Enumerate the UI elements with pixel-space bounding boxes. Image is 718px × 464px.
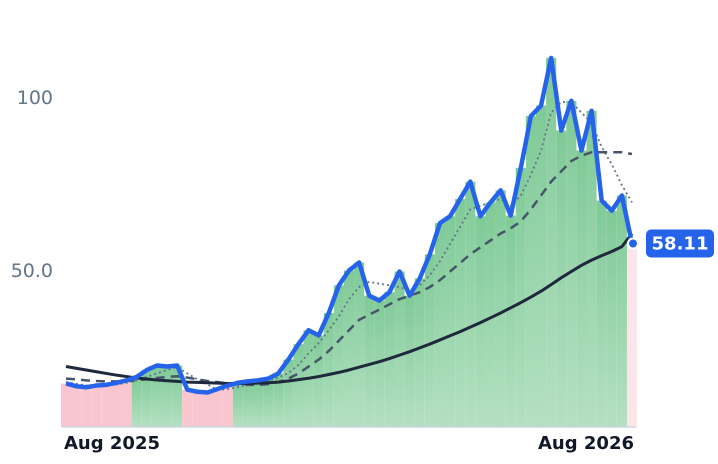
y-tick-label: 100: [17, 87, 53, 109]
regime-bar: [212, 388, 223, 427]
regime-bar: [394, 271, 405, 427]
regime-bar: [121, 380, 132, 427]
x-tick-label: Aug 2025: [64, 433, 160, 454]
regime-bar: [343, 270, 355, 427]
series-line: [65, 232, 634, 385]
regime-bar: [222, 385, 233, 427]
regime-bar: [91, 385, 102, 427]
series-line: [65, 151, 633, 387]
regime-bar: [525, 116, 536, 428]
regime-bar: [576, 150, 587, 428]
value-label: 58.11: [652, 233, 709, 254]
regime-bar: [374, 300, 385, 427]
x-tick-label: Aug 2026: [538, 433, 634, 454]
series-line: [65, 101, 633, 391]
regime-bar: [172, 365, 183, 427]
regime-bar: [313, 335, 324, 427]
regime-bar: [546, 57, 557, 427]
value-badge: [646, 229, 714, 258]
regime-bar: [354, 262, 365, 427]
regime-bar: [141, 369, 152, 427]
regime-bar: [485, 202, 496, 427]
regime-bar: [60, 383, 72, 427]
regime-bar: [162, 366, 173, 427]
regime-bar: [414, 278, 425, 427]
last-point: [627, 237, 639, 250]
regime-bar: [273, 373, 284, 427]
regime-bar: [515, 167, 526, 428]
regime-bar: [111, 382, 122, 427]
regime-bar: [606, 210, 617, 427]
regime-bar: [283, 359, 294, 427]
regime-bar: [404, 295, 415, 427]
regime-bar: [192, 391, 203, 427]
regime-bar: [101, 384, 112, 427]
series-line: [65, 55, 635, 395]
y-tick-label: 50.0: [11, 260, 53, 282]
regime-bar: [182, 389, 193, 427]
regime-bar: [596, 200, 607, 427]
regime-bar: [626, 243, 638, 427]
regime-bar: [71, 386, 82, 427]
regime-bar: [81, 387, 92, 427]
regime-bar: [455, 198, 466, 427]
regime-bar: [151, 365, 163, 427]
regime-bar: [202, 392, 213, 427]
regime-bar: [445, 216, 456, 427]
regime-bar: [616, 195, 627, 427]
regime-bar: [323, 312, 334, 427]
regime-bar: [263, 378, 274, 427]
regime-bar: [505, 215, 516, 427]
regime-bar: [252, 380, 264, 427]
regime-bar: [424, 254, 435, 427]
regime-bar: [293, 344, 304, 427]
regime-bar: [131, 376, 142, 427]
regime-bar: [495, 190, 506, 427]
regime-bar: [242, 381, 253, 427]
regime-bar: [586, 110, 597, 427]
regime-bar: [434, 223, 446, 427]
regime-bar: [566, 100, 577, 428]
regime-bar: [232, 382, 243, 427]
regime-bar: [333, 285, 344, 427]
regime-bar: [535, 105, 547, 427]
regime-bar: [364, 295, 375, 427]
regime-bar: [465, 181, 476, 427]
